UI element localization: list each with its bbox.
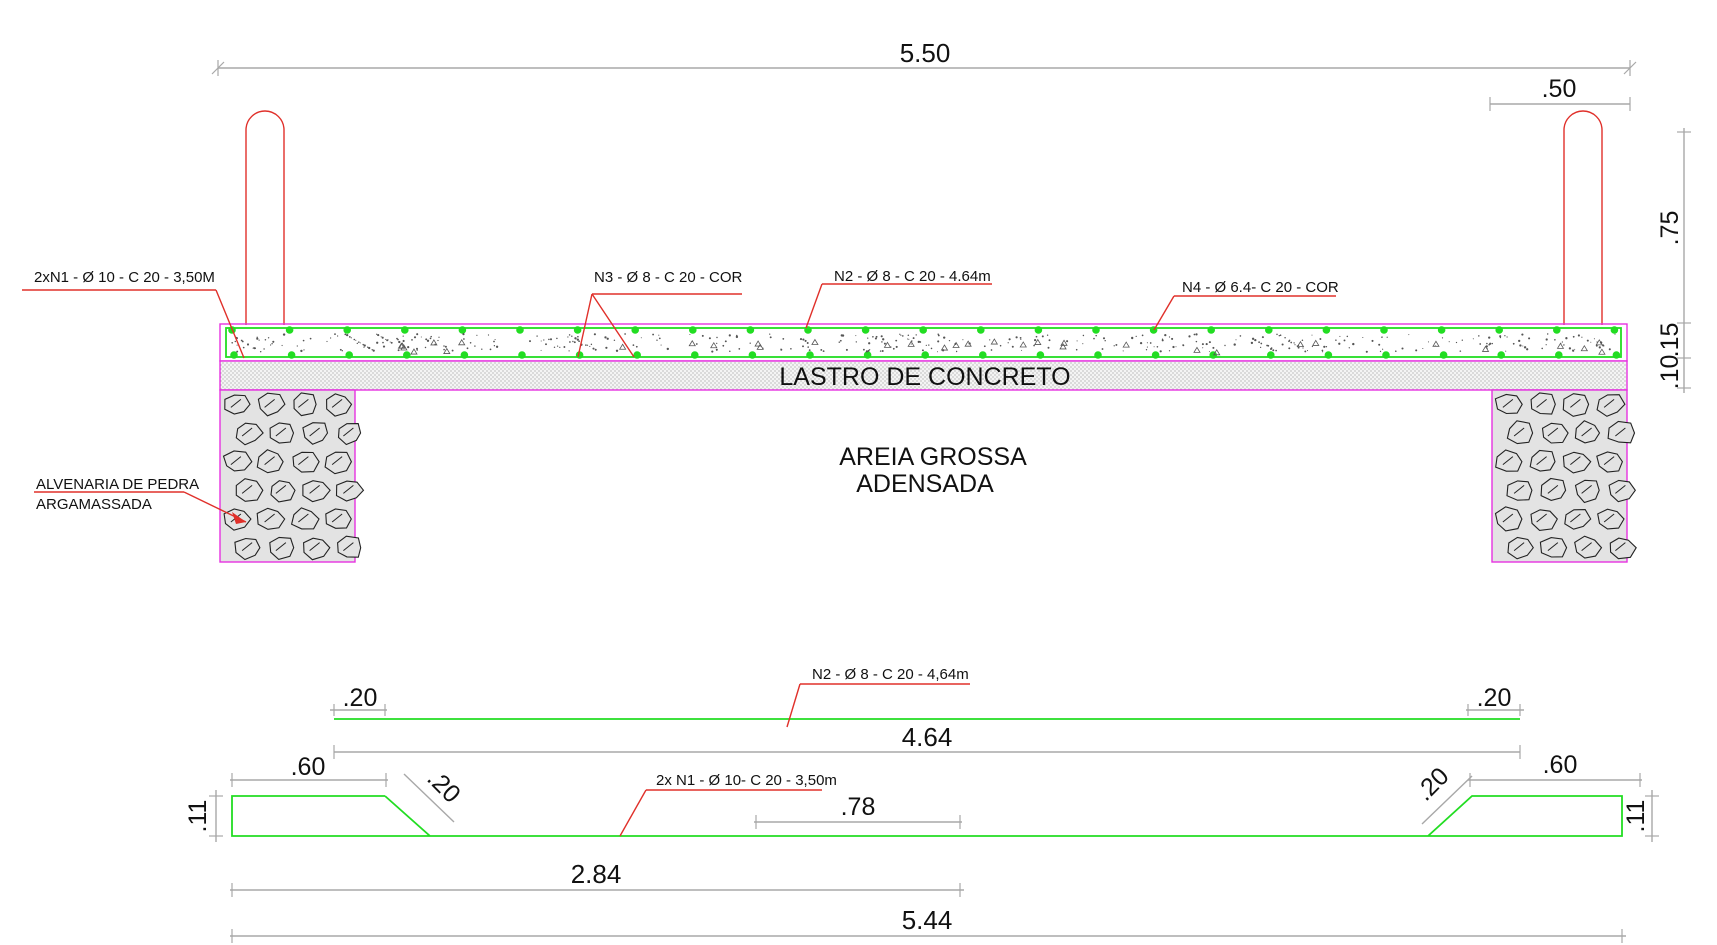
dim-slab-label: .10 [1656, 355, 1684, 390]
rebar-dot-top [861, 326, 870, 334]
left-hook-bar [245, 110, 285, 325]
rebar-dot-bottom [1094, 351, 1102, 359]
dim-hook-width: .50 [1489, 75, 1631, 111]
bar-n2-detail: .20 .20 4.64 N2 - Ø 8 - C 20 - 4,64m [330, 666, 1524, 759]
concrete-aggregate [231, 333, 1616, 356]
rebar-dot-bottom [806, 351, 814, 359]
rebar-dot-bottom [1324, 351, 1333, 359]
alvenaria-label-line2: ARGAMASSADA [36, 496, 152, 513]
rebar-dot-bottom [921, 351, 929, 359]
callout-n2-text: N2 - Ø 8 - C 20 - 4.64m [834, 268, 991, 285]
rebar-dot-top [1207, 326, 1215, 334]
callout-n3-text: N3 - Ø 8 - C 20 - COR [594, 269, 743, 286]
callout-n3: N3 - Ø 8 - C 20 - COR [577, 269, 743, 358]
rebar-dot-bottom [1151, 351, 1160, 359]
dim-total-width: 5.50 [211, 38, 1637, 76]
right-footing [1491, 389, 1637, 563]
rebar-dot-bottom [1497, 351, 1505, 359]
rebar-dot-top [1265, 326, 1273, 334]
bar-n1-detail: .60 .60 .20 .20 .11 .11 .78 2x N1 - Ø 10… [184, 751, 1659, 943]
rebar-dot-top [401, 326, 409, 334]
rebar-dot-top [1322, 326, 1331, 334]
lastro-layer [219, 360, 1628, 391]
rebar-dot-bottom [979, 351, 987, 359]
rebar-dot-bottom [1036, 351, 1045, 359]
rebar-dot-bottom [691, 351, 699, 359]
right-hook-bar [1563, 110, 1603, 325]
dim-vertical-right: .75 .10 .15 [1656, 128, 1691, 393]
dim-hook-height-label: .75 [1656, 211, 1684, 246]
rebar-dot-top [458, 326, 467, 334]
rebar-dot-bottom [1555, 351, 1563, 359]
areia-label-line2: ADENSADA [856, 470, 994, 498]
bar-n1-shape [231, 795, 1623, 837]
rebar-dot-bottom [633, 351, 641, 359]
rebar-dot-top [1553, 326, 1561, 334]
rebar-dot-bottom [518, 351, 526, 359]
rebar-dot-bottom [1267, 351, 1275, 359]
dim-hook-width-label: .50 [1542, 75, 1577, 103]
bar-n1-dim-mid: .78 [841, 793, 876, 821]
bar-n1-dim-left-bend: .20 [421, 764, 465, 808]
dim-lastro-label: .15 [1656, 323, 1684, 358]
callout-n1: 2xN1 - Ø 10 - C 20 - 3,50M [22, 269, 245, 359]
rebar-dot-bottom [230, 351, 238, 359]
rebar-dot-top [573, 326, 582, 334]
bar-n1-callout: 2x N1 - Ø 10- C 20 - 3,50m [656, 772, 837, 789]
lastro-label: LASTRO DE CONCRETO [779, 363, 1070, 391]
rebar-dot-top [977, 326, 985, 334]
rebar-dot-bottom [345, 351, 354, 359]
bar-n1-dim-left-height: .11 [184, 800, 212, 833]
rebar-dot-bottom [863, 351, 872, 359]
rebar-dot-bottom [287, 351, 296, 359]
bar-n1-dim-total: 5.44 [902, 905, 953, 935]
rebar-dot-top [343, 326, 352, 334]
rebar-dot-top [919, 326, 927, 334]
callout-n1-text: 2xN1 - Ø 10 - C 20 - 3,50M [34, 269, 215, 286]
callout-n2: N2 - Ø 8 - C 20 - 4.64m [805, 268, 992, 329]
bar-n1-dim-partial: 2.84 [571, 859, 622, 889]
rebar-dot-top [631, 326, 639, 334]
rebar-dot-top [746, 326, 755, 334]
rebar-dot-top [1092, 326, 1100, 334]
alvenaria-label-line1: ALVENARIA DE PEDRA [36, 476, 199, 493]
rebar-dot-top [1380, 326, 1388, 334]
rebar-dot-bottom [460, 351, 469, 359]
rebar-dot-top [1034, 326, 1043, 334]
bar-n1-dim-right-height: .11 [1622, 800, 1650, 833]
bar-n2-callout: N2 - Ø 8 - C 20 - 4,64m [812, 666, 969, 683]
rebar-dot-top [1437, 326, 1446, 334]
bar-n2-dim-length: 4.64 [902, 722, 953, 752]
callout-n4-text: N4 - Ø 6.4- C 20 - COR [1182, 279, 1339, 296]
rebar-dots [228, 326, 1621, 359]
rebar-dot-top [285, 326, 294, 334]
rebar-dot-bottom [1382, 351, 1390, 359]
rebar-dot-bottom [748, 351, 757, 359]
rebar-dot-bottom [1439, 351, 1448, 359]
callout-alvenaria: ALVENARIA DE PEDRA ARGAMASSADA [34, 476, 247, 524]
rebar-dot-top [689, 326, 697, 334]
bar-n2-dim-right: .20 [1477, 684, 1512, 712]
left-footing [219, 389, 365, 563]
bar-n1-dim-right-top: .60 [1543, 751, 1578, 779]
dim-total-width-label: 5.50 [900, 38, 951, 68]
rebar-dot-bottom [403, 351, 411, 359]
bar-n1-dim-left-top: .60 [291, 753, 326, 781]
bar-n2-dim-left: .20 [343, 684, 378, 712]
callout-n4: N4 - Ø 6.4- C 20 - COR [1153, 279, 1339, 331]
rebar-dot-bottom [1612, 351, 1621, 359]
rebar-dot-top [516, 326, 524, 334]
areia-label-line1: AREIA GROSSA [839, 443, 1027, 471]
rebar-dot-top [1495, 326, 1503, 334]
rebar-dot-top [1610, 326, 1619, 334]
rebar-dot-top [804, 326, 812, 334]
